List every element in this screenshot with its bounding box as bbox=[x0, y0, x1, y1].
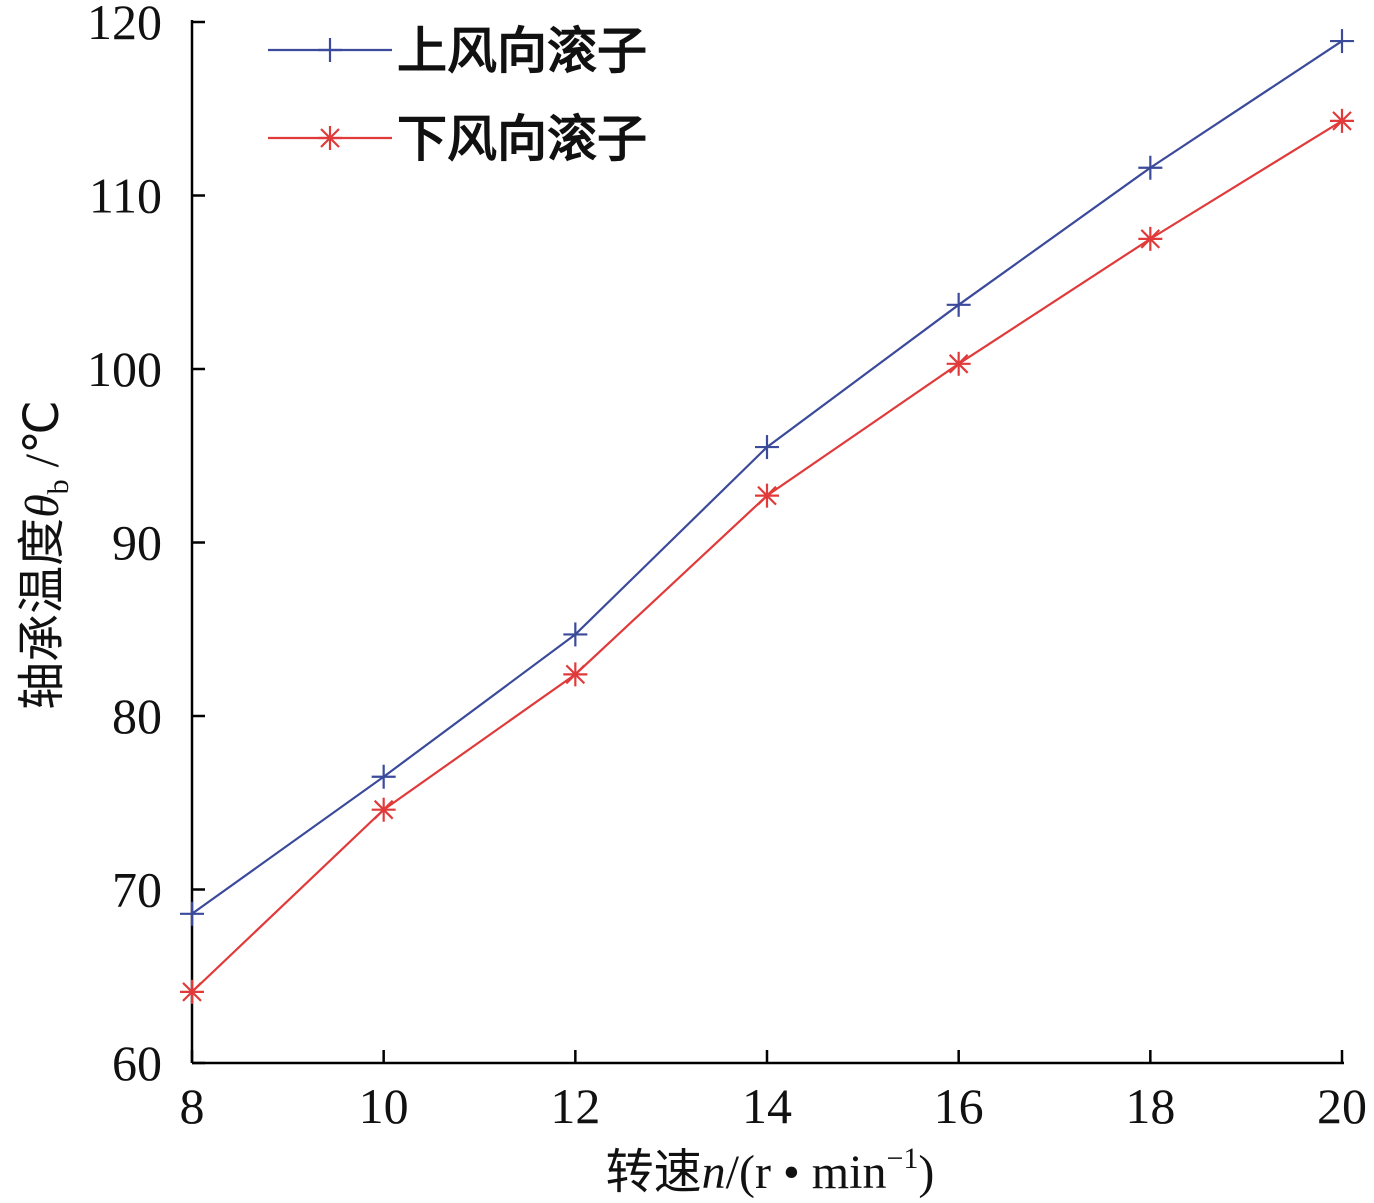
series-line bbox=[191, 40, 1343, 915]
data-point bbox=[180, 901, 204, 926]
legend-marker bbox=[318, 38, 342, 62]
legend-label: 上风向滚子 bbox=[397, 22, 647, 80]
legend-item-2: 下风向滚子 bbox=[268, 110, 647, 168]
data-point bbox=[1138, 226, 1163, 251]
y-tick-label: 100 bbox=[87, 341, 162, 397]
legend-marker bbox=[318, 126, 342, 150]
y-tick-label: 110 bbox=[89, 168, 162, 224]
x-axis-label-variable: n bbox=[702, 1146, 726, 1199]
data-point bbox=[180, 979, 204, 1004]
y-axis-label-prefix: 轴承温度 bbox=[14, 518, 70, 710]
data-point bbox=[371, 797, 396, 822]
x-tick-label: 16 bbox=[934, 1078, 984, 1134]
data-point bbox=[1138, 155, 1163, 180]
data-point bbox=[755, 483, 779, 508]
x-axis-label-prefix: 转速 bbox=[606, 1144, 702, 1200]
data-point bbox=[946, 292, 971, 317]
x-tick-label: 12 bbox=[550, 1078, 600, 1134]
x-axis-label-close: ) bbox=[918, 1146, 934, 1199]
y-tick-label: 70 bbox=[112, 862, 162, 918]
axes bbox=[190, 20, 1344, 1065]
x-tick-label: 14 bbox=[742, 1078, 792, 1134]
y-axis-label-subscript: b bbox=[42, 479, 75, 494]
data-point bbox=[946, 351, 971, 376]
y-axis-ticks: 60 70 80 90 100 110 120 bbox=[87, 0, 205, 1091]
y-tick-label: 80 bbox=[112, 688, 162, 744]
legend-label: 下风向滚子 bbox=[397, 110, 647, 168]
legend-item-1: 上风向滚子 bbox=[268, 22, 647, 80]
data-point bbox=[563, 662, 588, 687]
x-tick-label: 10 bbox=[359, 1078, 409, 1134]
y-tick-label: 120 bbox=[87, 0, 162, 50]
x-tick-label: 18 bbox=[1125, 1078, 1175, 1134]
series-1 bbox=[180, 29, 1354, 926]
y-axis-label: 轴承温度θb /℃ bbox=[14, 400, 75, 710]
x-axis-label-exponent: −1 bbox=[886, 1142, 918, 1175]
series-line bbox=[191, 119, 1343, 993]
series-layer bbox=[180, 29, 1354, 1004]
y-axis-label-unit: /℃ bbox=[16, 400, 69, 479]
x-axis-ticks: 8 10 12 14 16 18 20 bbox=[180, 1050, 1367, 1134]
data-point bbox=[371, 764, 396, 789]
data-point bbox=[1330, 29, 1354, 54]
x-tick-label: 8 bbox=[180, 1078, 205, 1134]
y-tick-label: 90 bbox=[112, 515, 162, 571]
data-point bbox=[563, 622, 588, 647]
x-axis-label-unit: /(r • min bbox=[726, 1146, 887, 1199]
y-axis-label-variable: θ bbox=[16, 494, 69, 518]
data-point bbox=[1330, 108, 1354, 133]
x-axis-label: 转速n/(r • min−1) bbox=[606, 1142, 935, 1200]
series-2 bbox=[180, 108, 1354, 1004]
x-tick-label: 20 bbox=[1317, 1078, 1367, 1134]
y-tick-label: 60 bbox=[112, 1035, 162, 1091]
data-point bbox=[755, 435, 779, 460]
